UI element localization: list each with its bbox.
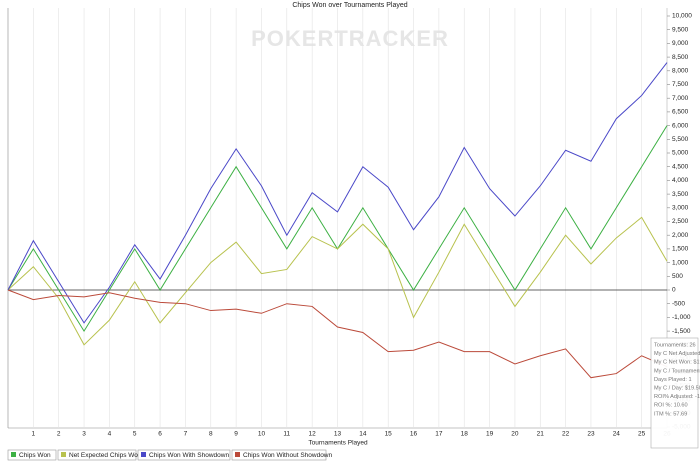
legend-swatch xyxy=(61,452,66,457)
x-tick-label: 25 xyxy=(638,431,646,438)
x-tick-label: 4 xyxy=(108,431,112,438)
legend-label: Chips Won With Showdown xyxy=(149,452,229,459)
watermark: POKERTRACKER xyxy=(251,26,449,51)
y-tick-label: 1,000 xyxy=(672,259,689,266)
series-line xyxy=(7,216,668,346)
x-axis-label: Tournaments Played xyxy=(308,440,368,447)
tooltip-line: My C / Tournament: $0.74 xyxy=(654,368,700,374)
x-tick-label: 18 xyxy=(461,431,469,438)
x-tick-label: 14 xyxy=(359,431,367,438)
tooltip-line: My C / Day: $19.50 xyxy=(654,385,700,391)
legend-box xyxy=(231,449,327,461)
y-tick-label: 6,500 xyxy=(672,109,689,116)
x-tick-label: 12 xyxy=(309,431,317,438)
x-tick-label: 1 xyxy=(32,431,36,438)
legend-label: Chips Won Without Showdown xyxy=(243,452,333,459)
y-tick-label: 9,000 xyxy=(672,40,689,47)
x-tick-label: 3 xyxy=(82,431,86,438)
y-tick-label: 4,000 xyxy=(672,177,689,184)
legend-label: Net Expected Chips Won xyxy=(69,452,142,459)
x-tick-label: 24 xyxy=(613,431,621,438)
series-line xyxy=(7,62,668,324)
tooltip-line: ITM %: 57.69 xyxy=(654,411,687,417)
y-tick-label: 7,000 xyxy=(672,95,689,102)
y-tick-label: -1,000 xyxy=(672,314,691,321)
x-tick-label: 15 xyxy=(385,431,393,438)
y-tick-label: 8,500 xyxy=(672,54,689,61)
tooltip-line: My C Net Adjusted: -$3.36 xyxy=(654,351,700,357)
legend-box xyxy=(57,449,137,461)
legend-swatch xyxy=(141,452,146,457)
tooltip-line: Tournaments: 26 xyxy=(654,342,696,348)
tooltip-line: Days Played: 1 xyxy=(654,377,692,383)
legend-swatch xyxy=(235,452,240,457)
x-tick-label: 20 xyxy=(511,431,519,438)
x-tick-label: 23 xyxy=(587,431,595,438)
y-tick-label: 0 xyxy=(672,287,676,294)
y-tick-label: -1,500 xyxy=(672,328,691,335)
x-tick-label: 22 xyxy=(562,431,570,438)
tooltip-box xyxy=(650,337,699,449)
tooltip-line: ROI %: 10.60 xyxy=(654,403,688,409)
y-tick-label: 5,000 xyxy=(672,150,689,157)
x-tick-label: 13 xyxy=(334,431,342,438)
legend-swatch xyxy=(11,452,16,457)
x-tick-label: 21 xyxy=(537,431,545,438)
y-tick-label: 1,500 xyxy=(672,246,689,253)
y-tick-label: 6,000 xyxy=(672,122,689,129)
x-tick-label: 7 xyxy=(184,431,188,438)
x-tick-label: 2 xyxy=(57,431,61,438)
tooltip-line: ROI% Adjusted: -1.85 xyxy=(654,394,700,400)
y-tick-label: 2,500 xyxy=(672,218,689,225)
x-tick-label: 6 xyxy=(158,431,162,438)
x-tick-label: 16 xyxy=(410,431,418,438)
y-tick-label: 500 xyxy=(672,273,683,280)
legend-label: Chips Won xyxy=(19,452,51,459)
x-tick-label: 11 xyxy=(283,431,290,438)
y-tick-label: 3,000 xyxy=(672,205,689,212)
x-tick-label: 19 xyxy=(486,431,494,438)
y-tick-label: 3,500 xyxy=(672,191,689,198)
chart-title: Chips Won over Tournaments Played xyxy=(292,2,407,9)
series-line xyxy=(7,289,668,379)
y-tick-label: 7,500 xyxy=(672,81,689,88)
y-tick-label: 9,500 xyxy=(672,26,689,33)
legend-box xyxy=(7,449,57,461)
x-tick-label: 8 xyxy=(209,431,213,438)
y-tick-label: -500 xyxy=(672,300,685,307)
y-tick-label: 8,000 xyxy=(672,68,689,75)
y-tick-label: 5,500 xyxy=(672,136,689,143)
x-tick-label: 9 xyxy=(234,431,238,438)
y-tick-label: 2,000 xyxy=(672,232,689,239)
y-tick-label: 10,000 xyxy=(672,13,692,20)
x-tick-label: 17 xyxy=(435,431,443,438)
tooltip-line: My C Net Won: $19.50 xyxy=(654,360,700,366)
y-tick-label: 4,500 xyxy=(672,163,689,170)
legend-box xyxy=(137,449,231,461)
x-tick-label: 10 xyxy=(258,431,266,438)
x-tick-label: 5 xyxy=(133,431,137,438)
